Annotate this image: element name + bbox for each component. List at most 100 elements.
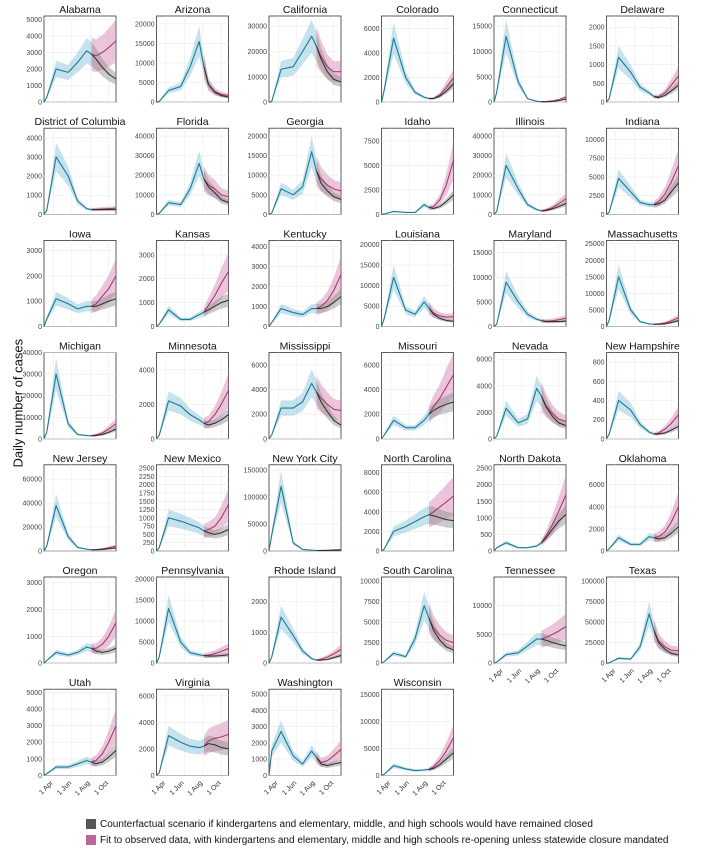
- plot-area: [268, 127, 342, 215]
- y-tick-label: 0: [151, 661, 155, 668]
- counterfactual-line: [653, 182, 679, 206]
- panel-pennsylvania: Pennsylvania 0 5000 10000 15000 20000: [135, 565, 229, 668]
- counterfactual-band: [91, 744, 116, 767]
- y-tick-label: 4000: [139, 720, 155, 727]
- y-tick-label: 2000: [589, 526, 605, 533]
- counterfactual-line: [653, 630, 679, 656]
- fit-line: [381, 765, 430, 776]
- y-tick-label: 4000: [589, 504, 605, 511]
- x-tick-label: 1 Oct: [431, 780, 448, 797]
- reopen-line: [316, 46, 341, 73]
- fit-line: [156, 517, 205, 552]
- x-tick-label: 1 Jun: [56, 780, 73, 797]
- y-tick-label: 0: [151, 100, 155, 107]
- panel-title: North Carolina: [384, 453, 452, 465]
- x-tick-label: 1 Aug: [187, 780, 205, 798]
- fit-line: [493, 164, 542, 215]
- y-tick-label: 2000: [476, 410, 492, 417]
- fit-line: [268, 151, 318, 215]
- panel-north-carolina: North Carolina 0 2000 4000 6000 8000: [364, 453, 454, 556]
- reopen-band: [91, 258, 116, 314]
- panel-georgia: Georgia 0 5000 10000 15000 20000: [248, 116, 342, 219]
- fit-band: [381, 591, 429, 664]
- panel-title: Louisiana: [395, 228, 440, 240]
- plot-area: [156, 688, 229, 776]
- y-tick-label: 1000: [476, 515, 492, 522]
- panel-alabama: Alabama 0 1000 2000 3000 4000 5000: [26, 4, 117, 107]
- counterfactual-line: [91, 428, 117, 437]
- y-tick-label: 4000: [26, 135, 42, 142]
- y-tick-label: 6000: [364, 490, 380, 497]
- y-tick-label: 40000: [23, 350, 43, 357]
- fit-line: [381, 605, 430, 664]
- reopen-band: [316, 740, 341, 767]
- y-tick-label: 4000: [364, 50, 380, 57]
- counterfactual-line: [316, 655, 342, 661]
- panel-title: Tennessee: [505, 565, 556, 577]
- counterfactual-line: [91, 750, 117, 765]
- y-tick-label: 5000: [589, 308, 605, 315]
- y-tick-label: 15000: [135, 598, 155, 605]
- y-tick-label: 4000: [364, 387, 380, 394]
- y-tick-label: 0: [376, 324, 380, 331]
- panel-title: Colorado: [396, 4, 439, 16]
- y-tick-label: 1000: [139, 300, 155, 307]
- panel-district-of-columbia: District of Columbia 0 1000 2000 3000 4000: [26, 116, 125, 219]
- x-tick-label: 1 Oct: [656, 668, 673, 685]
- y-tick-label: 0: [263, 212, 267, 219]
- y-tick-label: 0: [263, 100, 267, 107]
- y-tick-label: 1750: [139, 490, 155, 497]
- reopen-band: [653, 491, 679, 543]
- counterfactual-line: [91, 298, 117, 307]
- y-tick-label: 40000: [473, 134, 493, 141]
- plot-area: [493, 127, 567, 215]
- panel-title: Alabama: [59, 4, 101, 16]
- y-tick-label: 2000: [251, 599, 267, 606]
- panel-title: Pennsylvania: [161, 565, 224, 577]
- y-tick-label: 5000: [364, 620, 380, 627]
- fit-line: [43, 156, 92, 215]
- counterfactual-line: [541, 514, 567, 544]
- reopen-line: [203, 504, 229, 532]
- x-tick-label: 1 Apr: [38, 779, 55, 796]
- y-tick-label: 3000: [26, 248, 42, 255]
- reopen-band: [653, 148, 679, 209]
- panel-north-dakota: North Dakota 0 500 1000 1500 2000 2500: [476, 453, 567, 556]
- counterfactual-line: [541, 203, 567, 212]
- fit-line: [605, 276, 655, 327]
- y-tick-label: 7500: [589, 156, 605, 163]
- reopen-line: [428, 160, 454, 209]
- panel-title: Virginia: [175, 677, 210, 689]
- y-tick-label: 10000: [360, 579, 380, 586]
- plot-area: [493, 352, 567, 440]
- panel-title: North Dakota: [499, 453, 561, 465]
- counterfactual-line: [653, 84, 679, 99]
- x-tick-label: 1 Jun: [619, 668, 636, 685]
- legend-label-reopen: Fit to observed data, with kindergartens…: [100, 834, 669, 846]
- x-tick-label: 1 Oct: [543, 668, 560, 685]
- reopen-line: [653, 414, 679, 435]
- panel-title: Connecticut: [502, 4, 558, 16]
- y-tick-label: 20000: [473, 173, 493, 180]
- y-tick-label: 2000: [26, 607, 42, 614]
- fit-band: [494, 633, 542, 664]
- reopen-line: [203, 390, 229, 424]
- y-tick-label: 0: [263, 549, 267, 556]
- y-tick-label: 0: [263, 436, 267, 443]
- y-tick-label: 10000: [135, 192, 155, 199]
- panel-title: Michigan: [59, 341, 101, 353]
- counterfactual-band: [428, 505, 454, 529]
- y-tick-label: 25000: [585, 241, 605, 248]
- legend: Counterfactual scenario if kindergartens…: [86, 816, 668, 848]
- y-tick-label: 5000: [589, 174, 605, 181]
- y-tick-label: 60000: [23, 477, 43, 484]
- y-tick-label: 0: [376, 212, 380, 219]
- panel-delaware: Delaware 0 500 1000 1500 2000: [589, 4, 679, 107]
- reopen-line: [541, 625, 567, 640]
- y-tick-label: 7500: [364, 138, 380, 145]
- y-tick-label: 800: [593, 360, 605, 367]
- fit-line: [268, 35, 317, 103]
- y-tick-label: 500: [480, 532, 492, 539]
- reopen-line: [316, 171, 342, 192]
- reopen-line: [203, 178, 229, 198]
